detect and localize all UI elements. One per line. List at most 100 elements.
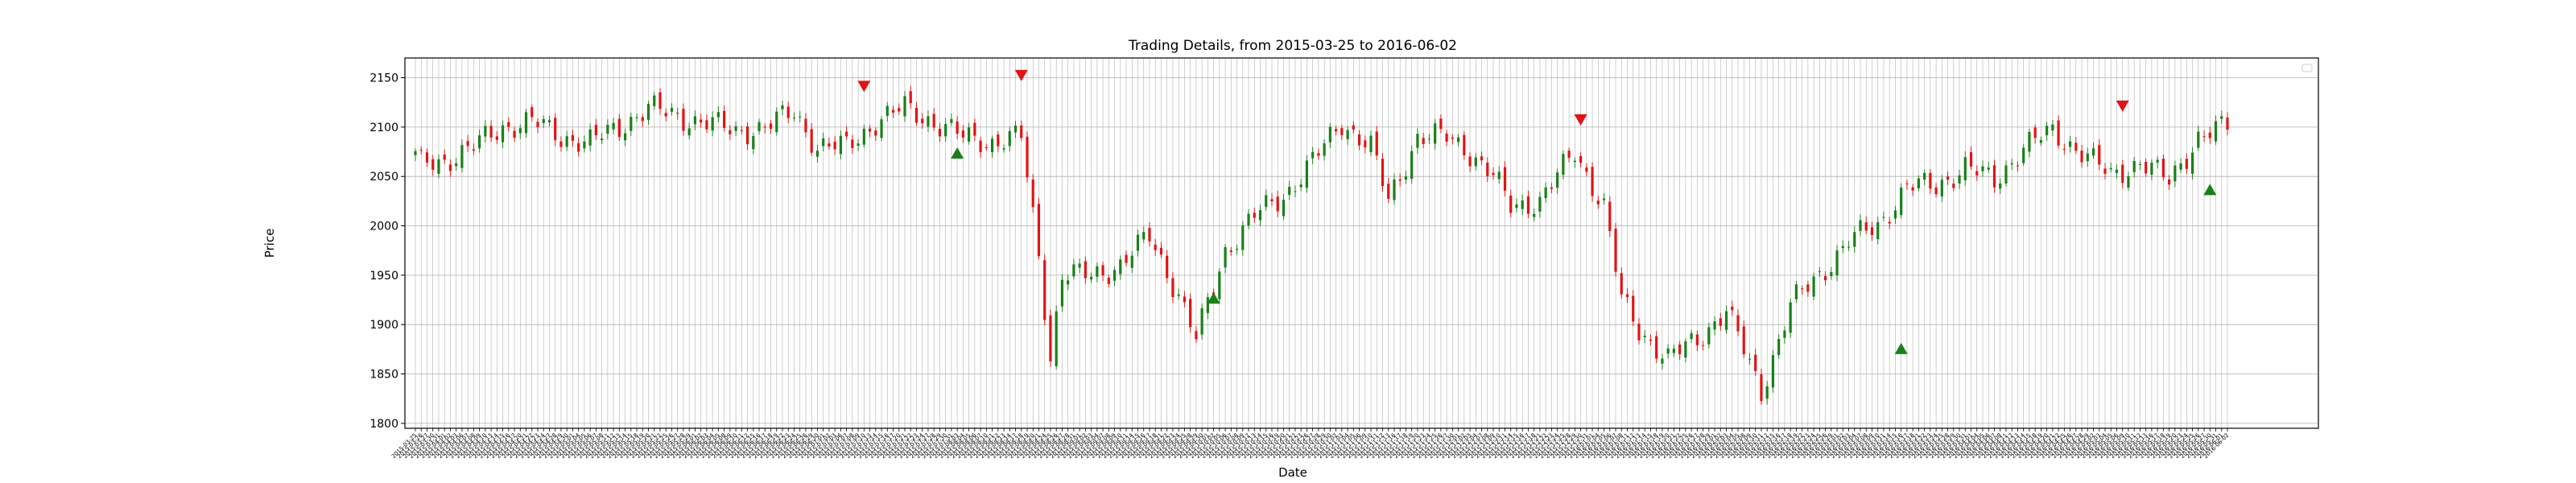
y-tick-label: 1900 (369, 319, 398, 332)
candle-body (1579, 155, 1583, 163)
candle-body (1987, 167, 1990, 170)
candle-body (1258, 210, 1262, 221)
candle-body (1538, 196, 1542, 212)
candle-body (513, 130, 516, 138)
candle-body (1107, 277, 1110, 284)
candle-body (1013, 125, 1018, 133)
candle-body (1794, 284, 1798, 299)
candle-body (594, 125, 597, 136)
candle-body (1422, 138, 1425, 144)
candle-body (1736, 315, 1740, 332)
candle-body (1684, 341, 1687, 358)
candle-body (1591, 167, 1594, 196)
candle-body (414, 151, 417, 155)
candle-body (2179, 163, 2182, 170)
candle-body (1754, 354, 1757, 371)
candle-body (1119, 259, 1122, 275)
candle-body (839, 135, 842, 155)
candle-body (1893, 210, 1897, 219)
candle-body (1911, 187, 1914, 191)
candle-body (1620, 273, 1623, 295)
candle-body (2091, 148, 2095, 156)
candle-body (606, 125, 609, 134)
candle-body (1427, 138, 1431, 140)
candle-body (1060, 279, 1064, 307)
candle-body (973, 122, 976, 136)
candle-body (1189, 299, 1192, 328)
buy-signal-marker (2203, 184, 2217, 196)
candle-body (868, 128, 872, 132)
candle-body (2086, 153, 2089, 162)
candle-body (1841, 246, 1844, 249)
candle-body (443, 155, 446, 160)
candle-body (711, 117, 714, 131)
candle-body (2068, 141, 2072, 147)
candle-body (1031, 180, 1034, 208)
candle-body (2010, 163, 2013, 165)
candle-body (874, 130, 877, 136)
candle-body (2057, 120, 2060, 146)
candle-body (1765, 386, 1769, 399)
candle-body (1742, 326, 1745, 355)
candle-body (891, 109, 895, 113)
candle-body (676, 113, 679, 114)
candle-body (565, 136, 568, 147)
candle-body (1707, 327, 1711, 345)
candle-body (1084, 261, 1087, 279)
candle-body (1142, 232, 1146, 240)
candle-body (857, 143, 860, 147)
candle-body (956, 121, 959, 134)
y-axis: 1800 1850 1900 1950 2000 2050 2100 2150 (369, 72, 405, 431)
candle-body (1643, 335, 1646, 337)
candle-body (1305, 160, 1309, 188)
candle-body (1847, 246, 1851, 248)
candle-body (752, 136, 755, 150)
candle-body (559, 141, 563, 147)
candle-body (2080, 151, 2083, 163)
candle-body (786, 106, 790, 118)
candle-body (2174, 165, 2177, 182)
candle-body (466, 141, 469, 147)
candle-body (577, 142, 580, 152)
candle-body (898, 108, 901, 112)
candle-body (700, 119, 703, 123)
candle-body (1544, 187, 1547, 199)
candle-body (2168, 180, 2171, 185)
candle-body (1393, 179, 1396, 200)
plot-frame (404, 57, 2319, 429)
candle-body (886, 105, 889, 117)
candle-body (1963, 157, 1967, 180)
candle-body (1200, 308, 1203, 335)
candle-body (1183, 296, 1187, 303)
candle-body (921, 118, 924, 124)
candle-body (1672, 349, 1675, 353)
candle-body (903, 96, 906, 117)
candle-body (1136, 234, 1140, 251)
candle-body (1043, 260, 1046, 320)
candle-body (2016, 165, 2020, 167)
candle-body (1789, 302, 1792, 333)
candle-body (1666, 348, 1670, 354)
candle-body (495, 136, 498, 140)
candle-body (693, 116, 697, 125)
candle-body (1229, 250, 1232, 253)
candle-body (547, 120, 551, 123)
candle-body (484, 126, 487, 137)
candle-body (1055, 311, 1058, 366)
candle-body (781, 105, 784, 109)
candle-body (1573, 160, 1576, 163)
candle-body (664, 113, 667, 117)
candle-body (1777, 339, 1781, 356)
candle-body (1771, 355, 1775, 388)
candle-body (1888, 221, 1891, 224)
candle-body (1649, 339, 1653, 341)
candle-body (1567, 151, 1571, 159)
candle-body (507, 122, 510, 127)
candle-body (601, 138, 604, 141)
chart-title: Trading Details, from 2015-03-25 to 2016… (1128, 38, 1457, 54)
candle-body (1486, 163, 1489, 176)
candle-body (763, 126, 766, 128)
candle-body (2127, 175, 2130, 188)
candle-body (1387, 184, 1390, 199)
candle-body (1917, 178, 1920, 188)
